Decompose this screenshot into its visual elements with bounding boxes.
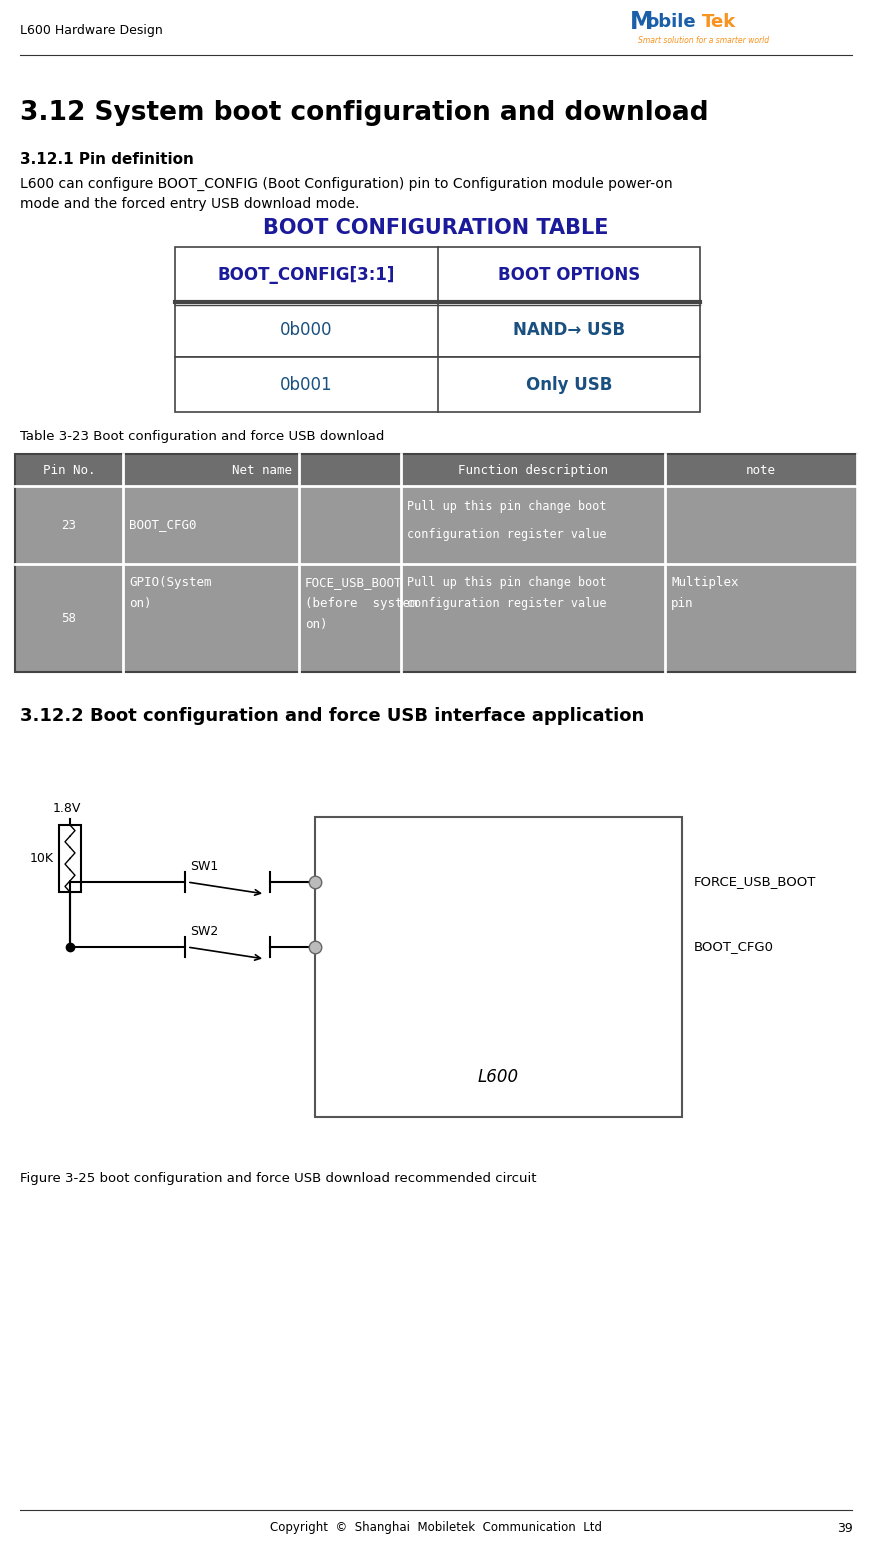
Text: on): on): [305, 618, 328, 630]
Text: 0b001: 0b001: [280, 376, 332, 393]
Bar: [15, 564, 857, 672]
Text: 1.8V: 1.8V: [53, 801, 81, 815]
Text: mode and the forced entry USB download mode.: mode and the forced entry USB download m…: [20, 197, 359, 211]
Text: Only USB: Only USB: [526, 376, 612, 393]
Text: Smart solution for a smarter world: Smart solution for a smarter world: [638, 35, 769, 45]
Bar: [315, 817, 682, 1117]
Text: Pull up this pin change boot: Pull up this pin change boot: [407, 576, 607, 589]
Bar: [15, 455, 857, 485]
Text: NAND→ USB: NAND→ USB: [513, 321, 625, 339]
Text: Table 3-23 Boot configuration and force USB download: Table 3-23 Boot configuration and force …: [20, 430, 385, 442]
Text: FOCE_USB_BOOT: FOCE_USB_BOOT: [305, 576, 403, 589]
Text: configuration register value: configuration register value: [407, 529, 607, 541]
Text: Net name: Net name: [232, 464, 292, 476]
Text: Pin No.: Pin No.: [43, 464, 95, 476]
Text: 0b000: 0b000: [280, 321, 332, 339]
Text: configuration register value: configuration register value: [407, 596, 607, 610]
Text: Multiplex: Multiplex: [671, 576, 739, 589]
Bar: [15, 455, 857, 672]
Text: Pull up this pin change boot: Pull up this pin change boot: [407, 499, 607, 513]
Text: BOOT OPTIONS: BOOT OPTIONS: [498, 265, 640, 284]
Text: 3.12.1 Pin definition: 3.12.1 Pin definition: [20, 153, 194, 166]
Text: L600 Hardware Design: L600 Hardware Design: [20, 23, 163, 37]
Text: Function description: Function description: [458, 464, 608, 476]
Text: L600: L600: [478, 1068, 519, 1086]
Bar: [175, 302, 700, 358]
Text: Copyright  ©  Shanghai  Mobiletek  Communication  Ltd: Copyright © Shanghai Mobiletek Communica…: [270, 1521, 602, 1535]
Text: L600 can configure BOOT_CONFIG (Boot Configuration) pin to Configuration module : L600 can configure BOOT_CONFIG (Boot Con…: [20, 177, 672, 191]
Bar: [175, 247, 700, 302]
Text: 10K: 10K: [30, 852, 54, 865]
Text: SW2: SW2: [190, 925, 218, 938]
Text: Figure 3-25 boot configuration and force USB download recommended circuit: Figure 3-25 boot configuration and force…: [20, 1173, 536, 1185]
Text: BOOT_CONFIG[3:1]: BOOT_CONFIG[3:1]: [217, 265, 395, 284]
Text: FORCE_USB_BOOT: FORCE_USB_BOOT: [694, 875, 816, 889]
Bar: [175, 358, 700, 411]
Text: SW1: SW1: [190, 860, 218, 874]
Bar: [59, 824, 81, 892]
Text: pin: pin: [671, 596, 693, 610]
Text: 3.12 System boot configuration and download: 3.12 System boot configuration and downl…: [20, 100, 709, 126]
Text: (before  system: (before system: [305, 596, 418, 610]
Text: note: note: [746, 464, 776, 476]
Text: on): on): [129, 596, 152, 610]
Text: BOOT_CFG0: BOOT_CFG0: [694, 940, 774, 954]
Text: BOOT CONFIGURATION TABLE: BOOT CONFIGURATION TABLE: [263, 217, 609, 237]
Text: 58: 58: [62, 612, 77, 624]
Text: 3.12.2 Boot configuration and force USB interface application: 3.12.2 Boot configuration and force USB …: [20, 707, 644, 724]
Text: BOOT_CFG0: BOOT_CFG0: [129, 518, 196, 532]
Text: M: M: [630, 9, 653, 34]
Text: obile: obile: [646, 12, 696, 31]
Text: Tek: Tek: [702, 12, 736, 31]
Text: 23: 23: [62, 518, 77, 532]
Text: GPIO(System: GPIO(System: [129, 576, 212, 589]
Bar: [15, 485, 857, 564]
Text: 39: 39: [837, 1521, 853, 1535]
